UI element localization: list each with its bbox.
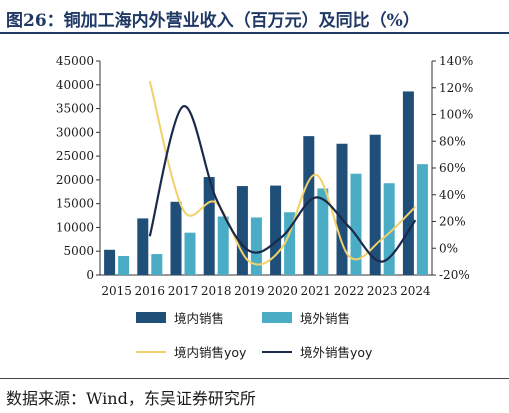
- chart-title: 图26：铜加工海内外营业收入（百万元）及同比（%）: [6, 11, 420, 31]
- legend-label: 境内销售: [174, 311, 224, 326]
- right-tick-label: 100%: [439, 108, 473, 122]
- bar: [236, 186, 248, 275]
- source-divider: [0, 378, 509, 379]
- left-tick-label: 0: [86, 268, 94, 282]
- bar: [270, 185, 282, 275]
- bar: [416, 164, 428, 275]
- legend-swatch: [136, 312, 166, 323]
- legend-label: 境外销售yoy: [300, 345, 373, 360]
- legend-label: 境外销售: [300, 311, 350, 326]
- series-line: [148, 105, 417, 263]
- bar: [250, 217, 262, 275]
- bar: [104, 249, 116, 275]
- right-tick-label: 20%: [439, 215, 466, 229]
- legend-label: 境内销售yoy: [174, 345, 247, 360]
- bar: [151, 254, 163, 275]
- x-tick-label: 2024: [400, 284, 431, 298]
- x-tick-label: 2017: [168, 284, 199, 298]
- right-tick-label: 60%: [439, 161, 466, 175]
- bar: [383, 183, 395, 275]
- series-line: [148, 80, 417, 266]
- x-tick-label: 2021: [301, 284, 332, 298]
- right-tick-label: 140%: [439, 54, 473, 68]
- right-tick-label: 0%: [439, 241, 458, 255]
- bar: [118, 255, 130, 275]
- legend-swatch: [262, 312, 292, 323]
- left-tick-label: 45000: [56, 54, 94, 68]
- bar: [303, 136, 315, 275]
- x-tick-label: 2019: [234, 284, 265, 298]
- right-tick-label: -20%: [439, 268, 470, 282]
- bar: [217, 216, 229, 275]
- left-tick-label: 20000: [56, 173, 94, 187]
- bar: [336, 143, 348, 275]
- left-tick-label: 30000: [56, 125, 94, 139]
- left-tick-label: 40000: [56, 78, 94, 92]
- x-tick-label: 2022: [334, 284, 365, 298]
- bar: [369, 134, 381, 275]
- left-tick-label: 25000: [56, 149, 94, 163]
- left-tick-label: 10000: [56, 220, 94, 234]
- right-tick-label: 120%: [439, 81, 473, 95]
- bar: [203, 177, 215, 275]
- right-tick-label: 80%: [439, 134, 466, 148]
- x-tick-label: 2015: [101, 284, 132, 298]
- bar: [317, 188, 329, 275]
- x-tick-label: 2018: [201, 284, 232, 298]
- bar: [284, 212, 296, 275]
- bar: [350, 173, 362, 275]
- title-divider: [0, 32, 509, 34]
- right-tick-label: 40%: [439, 188, 466, 202]
- left-tick-label: 35000: [56, 102, 94, 116]
- left-tick-label: 5000: [63, 244, 94, 258]
- bar: [184, 232, 196, 275]
- x-tick-label: 2023: [367, 284, 398, 298]
- x-tick-label: 2020: [267, 284, 298, 298]
- left-tick-label: 15000: [56, 197, 94, 211]
- source-note: 数据来源：Wind，东吴证券研究所: [6, 389, 256, 408]
- bar: [402, 91, 414, 276]
- bar: [170, 201, 182, 275]
- x-tick-label: 2016: [135, 284, 166, 298]
- bar: [137, 218, 149, 275]
